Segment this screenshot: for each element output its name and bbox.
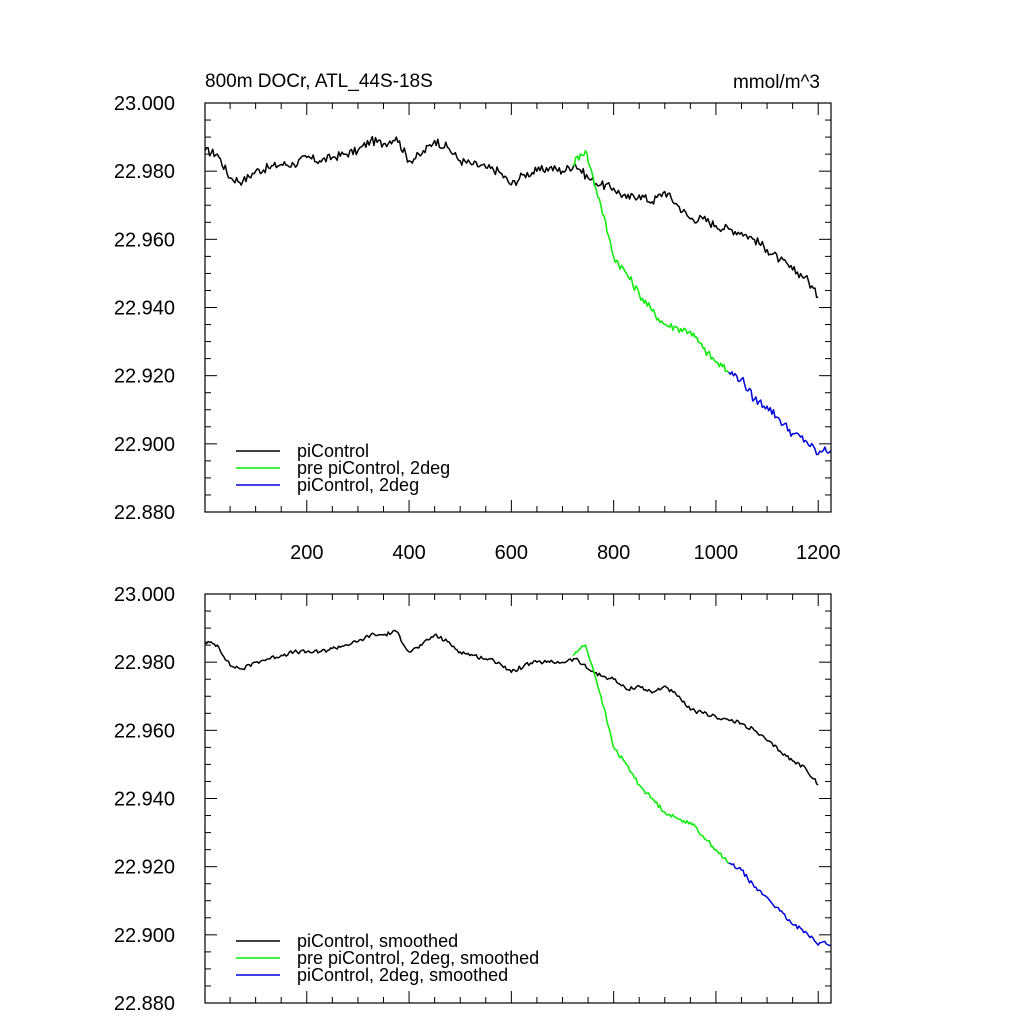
y-tick-label: 22.960 <box>114 229 175 251</box>
y-tick-label: 22.900 <box>114 925 175 947</box>
plot-frame <box>204 102 832 513</box>
legend-label: piControl, smoothed <box>297 931 458 951</box>
series-line <box>204 135 819 299</box>
y-tick-label: 22.920 <box>114 857 175 879</box>
chart-title: 800m DOCr, ATL_44S-18S <box>205 71 433 92</box>
y-tick-label: 22.980 <box>114 161 175 183</box>
series-line <box>572 149 730 373</box>
y-tick-label: 22.900 <box>114 434 175 456</box>
series-line <box>728 862 832 947</box>
y-tick-label: 23.000 <box>114 584 175 606</box>
y-tick-label: 22.880 <box>114 502 175 524</box>
y-tick-label: 22.980 <box>114 652 175 674</box>
x-tick-label: 400 <box>392 542 425 564</box>
plot-frame <box>204 593 832 1004</box>
x-tick-label: 600 <box>495 542 528 564</box>
x-tick-label: 1200 <box>796 542 841 564</box>
y-tick-label: 22.920 <box>114 366 175 388</box>
y-tick-label: 22.960 <box>114 720 175 742</box>
y-tick-label: 22.880 <box>114 993 175 1015</box>
legend-label: piControl <box>297 441 369 461</box>
legend-label: pre piControl, 2deg, smoothed <box>297 948 539 968</box>
bottom-panel: 22.880 22.900 22.920 22.940 22.960 22.980 23.0… <box>114 584 832 1015</box>
y-tick-label: 22.940 <box>114 298 175 320</box>
legend-label: piControl, 2deg, smoothed <box>297 965 508 985</box>
y-tick-label: 22.940 <box>114 789 175 811</box>
x-tick-label: 1000 <box>694 542 739 564</box>
units-label: mmol/m^3 <box>733 72 820 93</box>
x-tick-label: 800 <box>597 542 630 564</box>
series-line <box>728 371 832 456</box>
legend-label: pre piControl, 2deg <box>297 458 450 478</box>
top-panel: 22.880 22.900 22.920 22.940 22.960 22.980 23.0… <box>114 93 841 564</box>
x-tick-label: 200 <box>290 542 323 564</box>
y-tick-label: 23.000 <box>114 93 175 115</box>
legend-label: piControl, 2deg <box>297 475 419 495</box>
series-line <box>204 629 819 786</box>
series-line <box>572 644 730 864</box>
